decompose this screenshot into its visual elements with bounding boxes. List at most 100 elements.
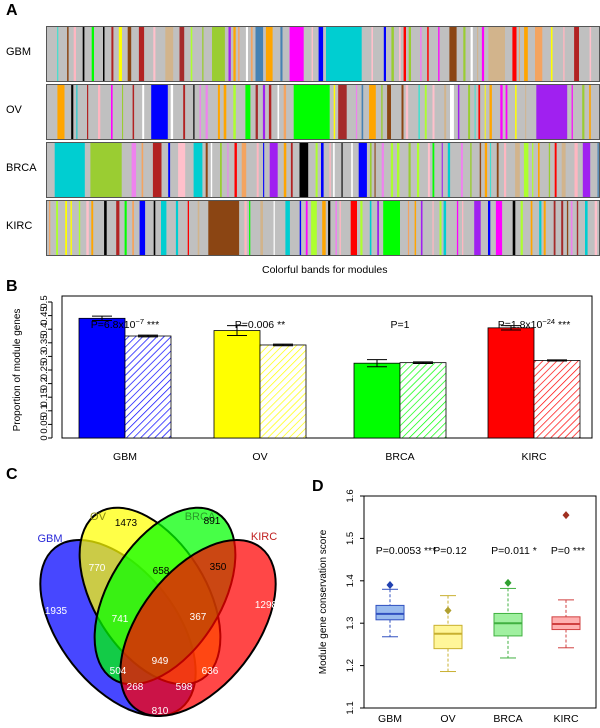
module-band [355, 85, 358, 139]
module-band [403, 27, 406, 81]
module-band [205, 143, 208, 197]
venn-set-label: BRCA [185, 511, 216, 523]
module-band [520, 201, 523, 255]
module-band [250, 27, 253, 81]
module-band [322, 201, 326, 255]
panel-d-letter: D [312, 478, 324, 495]
y-tick-label: 0 [39, 435, 50, 440]
venn-set-label: GBM [37, 533, 62, 545]
band-strip [49, 201, 598, 255]
panel-a-letter: A [6, 2, 18, 19]
bar-observed [353, 362, 401, 439]
y-tick-label: 0.25 [39, 361, 50, 380]
module-band [293, 85, 330, 139]
module-band [311, 201, 317, 255]
module-band [381, 85, 383, 139]
bar-random [124, 335, 172, 439]
x-tick-label: GBM [378, 713, 402, 725]
module-band [391, 27, 394, 81]
module-band [238, 27, 240, 81]
module-band [399, 27, 401, 81]
module-band [70, 201, 72, 255]
module-band [369, 85, 376, 139]
module-band [474, 85, 476, 139]
module-band [582, 143, 591, 197]
bar-random [259, 344, 307, 439]
module-band [190, 27, 193, 81]
module-band [420, 201, 423, 255]
module-band [86, 201, 89, 255]
module-band [408, 27, 411, 81]
module-band [333, 85, 336, 139]
band-row-label: OV [6, 104, 22, 116]
mean-diamond [562, 511, 570, 520]
module-band [518, 27, 520, 81]
module-band [530, 201, 533, 255]
module-band [479, 143, 482, 197]
module-band [329, 143, 331, 197]
module-band [90, 143, 122, 197]
module-band [481, 27, 485, 81]
module-band [432, 143, 435, 197]
y-tick-label: 0.45 [39, 306, 50, 325]
box [493, 612, 523, 637]
y-axis-label: Proportion of module genes [12, 309, 23, 432]
module-band [57, 27, 59, 81]
module-band [585, 201, 588, 255]
y-tick-label: 1.6 [345, 489, 356, 502]
module-band [474, 201, 481, 255]
module-band [175, 201, 179, 255]
module-band [484, 143, 488, 197]
module-band [571, 85, 573, 139]
venn-diagram: GBM OV BRCA KIRC 1935 1473 891 1298 770 658 350 741… [37, 506, 278, 717]
y-tick-label: 0.15 [39, 388, 50, 407]
module-band [383, 201, 400, 255]
module-band [417, 143, 420, 197]
module-band [290, 143, 293, 197]
venn-region-count: 1473 [115, 518, 138, 529]
module-band [488, 201, 491, 255]
p-value-label: P=1 [391, 319, 410, 331]
module-band [397, 143, 400, 197]
module-band [535, 27, 543, 81]
venn-region-count: 741 [112, 614, 129, 625]
module-band [210, 143, 213, 197]
module-band [263, 143, 265, 197]
module-band [161, 201, 167, 255]
module-band [65, 201, 67, 255]
module-band [505, 85, 508, 139]
module-band [589, 85, 591, 139]
module-band [153, 27, 156, 81]
module-band [151, 85, 168, 139]
module-band [390, 143, 394, 197]
box-plot: 1.1 1.2 1.3 1.4 1.5 1.6 Module gene conservati… [318, 489, 597, 725]
module-band [351, 143, 353, 197]
module-band [536, 85, 568, 139]
module-band [104, 201, 107, 255]
module-band [515, 85, 517, 139]
module-band [477, 27, 479, 81]
module-band [141, 143, 144, 197]
module-band [283, 85, 287, 139]
module-band [179, 27, 185, 81]
module-band [56, 201, 58, 255]
plot-frame [363, 495, 597, 709]
band-strip [54, 143, 599, 197]
module-band [515, 143, 520, 197]
module-band [217, 85, 220, 139]
module-band [321, 143, 324, 197]
module-band [484, 85, 486, 139]
module-band [262, 85, 266, 139]
module-band [255, 27, 264, 81]
bar-observed [487, 327, 535, 439]
venn-region-count: 810 [152, 706, 169, 717]
box [433, 624, 463, 650]
module-band [199, 85, 201, 139]
module-band [328, 201, 331, 255]
module-band [335, 201, 337, 255]
module-band [374, 143, 376, 197]
module-band [183, 85, 186, 139]
module-band [111, 27, 114, 81]
module-band [73, 27, 76, 81]
venn-region-count: 1298 [255, 600, 278, 611]
